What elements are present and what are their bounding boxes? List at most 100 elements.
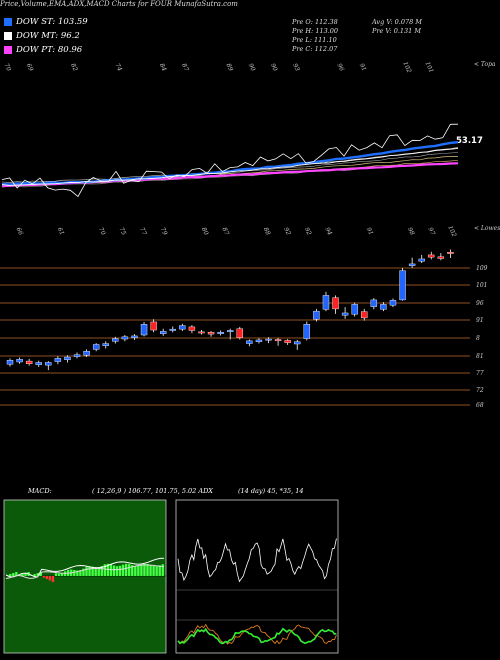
legend-mt-label: DOW MT: 96.2 <box>16 31 80 41</box>
candle-top-label: 79 <box>159 226 169 236</box>
macd-histogram-bar <box>79 570 82 576</box>
candle-top-label: 94 <box>324 226 334 236</box>
candle-body <box>179 325 186 330</box>
macd-histogram-bar <box>124 563 128 576</box>
candle-body <box>361 311 368 319</box>
stat-prev-low: Pre L: 111.10 <box>292 36 337 44</box>
ema-top-label: 74 <box>114 62 124 72</box>
macd-histogram-bar <box>91 566 94 576</box>
macd-histogram-bar <box>48 576 52 581</box>
macd-histogram-bar <box>131 565 134 576</box>
candle-top-label: 92 <box>282 226 292 236</box>
ema-band-line <box>1 152 459 185</box>
macd-histogram-bar <box>118 565 122 576</box>
candle-body <box>322 295 330 310</box>
candle-top-label: 98 <box>406 226 416 236</box>
candle-body <box>447 251 454 254</box>
candle-top-label: 88 <box>262 226 272 236</box>
candle-body <box>294 341 301 345</box>
level-label: 109 <box>476 265 488 272</box>
macd-histogram-bar <box>33 574 36 576</box>
ema-top-label: 84 <box>158 62 168 72</box>
candle-body <box>227 330 234 332</box>
adx-panel <box>175 499 339 654</box>
ema-top-label: 101 <box>424 61 435 74</box>
candle-body <box>332 297 339 310</box>
macd-histogram-bar <box>82 568 85 576</box>
candle-top-label: 92 <box>303 226 313 236</box>
candle-body <box>437 256 445 259</box>
macd-histogram-bar <box>140 564 143 576</box>
stat-prev-volume: Pre V: 0.131 M <box>372 27 422 35</box>
candle-body <box>274 339 282 342</box>
macd-histogram-bar <box>73 570 76 576</box>
level-label: 8 <box>476 335 480 342</box>
candle-body <box>428 254 435 258</box>
ema-top-label: 90 <box>247 62 257 72</box>
candle-body <box>6 360 14 365</box>
candle-top-label: 66 <box>15 226 25 236</box>
legend-pt-swatch <box>4 46 12 54</box>
macd-histogram-bar <box>54 573 58 576</box>
candle-top-label: 80 <box>200 226 210 236</box>
candle-body <box>188 326 196 331</box>
stat-prev-high: Pre H: 113.00 <box>292 27 339 35</box>
candle-top-label: 77 <box>138 226 148 236</box>
macd-histogram-bar <box>155 566 158 576</box>
macd-histogram-bar <box>15 572 18 576</box>
candle-top-label: 91 <box>365 226 375 236</box>
legend-st: DOW ST: 103.59 <box>4 17 88 27</box>
ema-top-label: 96 <box>336 62 346 72</box>
adx-di-plus-line <box>177 627 337 645</box>
candle-body <box>303 324 311 339</box>
candle-body <box>198 331 205 334</box>
ema-price-label: 53.17 <box>456 136 483 146</box>
ema-top-label: 90 <box>269 62 279 72</box>
candle-body <box>380 304 387 310</box>
candle-body <box>246 340 253 344</box>
candle-body <box>92 344 100 350</box>
ema-top-label: 69 <box>25 62 35 72</box>
stat-prev-open: Pre O: 112.38 <box>292 18 338 26</box>
candle-top-label: 87 <box>221 226 231 236</box>
macd-histogram-bar <box>57 573 61 576</box>
candle-body <box>73 354 81 357</box>
macd-line <box>5 557 165 578</box>
legend-st-label: DOW ST: 103.59 <box>16 17 88 27</box>
level-label: 77 <box>476 370 484 377</box>
candle-body <box>284 340 291 343</box>
macd-label: MACD: <box>28 487 52 495</box>
macd-histogram-bar <box>158 565 161 576</box>
macd-histogram-bar <box>106 563 110 576</box>
macd-values: ( 12,26,9 ) 106.77, 101.75, 5.02 ADX <box>92 487 213 495</box>
candle-top-label: 97 <box>427 226 437 236</box>
candle-body <box>408 263 416 266</box>
candle-body <box>121 336 129 340</box>
legend-st-swatch <box>4 18 12 26</box>
candle-body <box>131 335 138 338</box>
macd-histogram-bar <box>121 564 125 576</box>
candle-body <box>313 310 320 320</box>
level-label: 81 <box>476 353 484 360</box>
candle-body <box>150 321 157 331</box>
legend-pt-label: DOW PT: 80.96 <box>16 45 83 55</box>
level-label: 91 <box>476 317 484 324</box>
ema-top-label: 93 <box>291 62 301 72</box>
macd-histogram-bar <box>36 573 39 576</box>
macd-histogram-bar <box>9 574 12 576</box>
macd-histogram-bar <box>100 565 103 576</box>
macd-histogram-bar <box>134 566 137 576</box>
level-label: 68 <box>476 402 484 409</box>
macd-histogram-bar <box>24 573 27 576</box>
ema-st-line <box>1 141 459 186</box>
ema-top-label: 87 <box>180 62 190 72</box>
macd-histogram-bar <box>149 564 152 576</box>
candle-body <box>236 328 243 338</box>
candle-body <box>83 351 90 356</box>
macd-histogram-bar <box>103 564 106 576</box>
chart-header: Price,Volume,EMA,ADX,MACD Charts for FOU… <box>0 0 238 8</box>
ema-price-line <box>1 123 459 198</box>
macd-histogram-bar <box>128 564 131 576</box>
macd-histogram-bar <box>42 576 45 578</box>
